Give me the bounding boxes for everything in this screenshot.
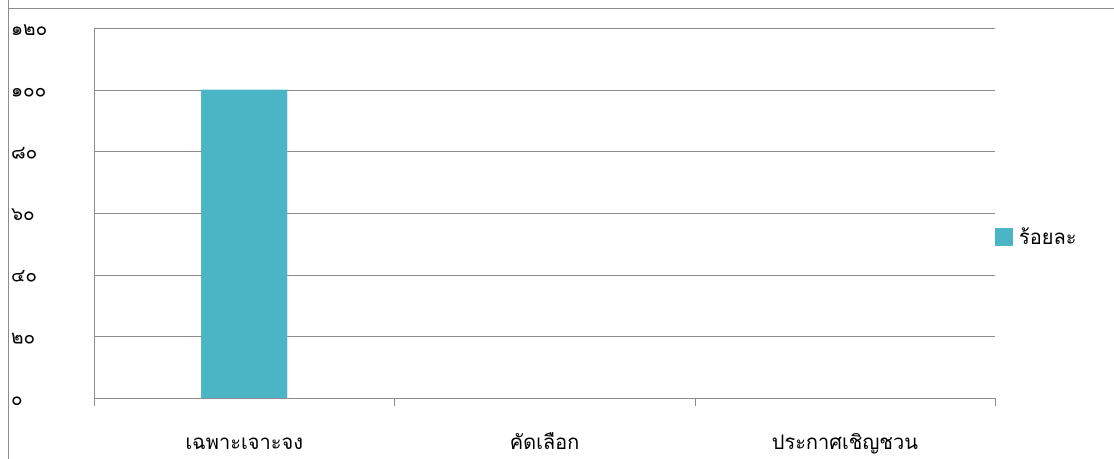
y-tick-label: ๔๐ [11, 265, 37, 287]
y-tick-label: ๒๐ [11, 326, 35, 348]
bars [201, 89, 288, 399]
y-tick-label: ๐ [11, 388, 23, 410]
y-axis-tick-labels: ๐ ๒๐ ๔๐ ๖๐ ๘๐ ๑๐๐ ๑๒๐ [11, 18, 47, 410]
y-tick-label: ๑๐๐ [11, 80, 46, 102]
x-tick-label: เฉพาะเจาะจง [185, 430, 303, 454]
chart-frame [8, 0, 1114, 459]
legend: ร้อยละ [995, 225, 1076, 249]
axes [94, 28, 996, 406]
y-tick-label: ๑๒๐ [11, 18, 47, 40]
y-tick-label: ๖๐ [11, 203, 35, 225]
x-axis-tick-labels: เฉพาะเจาะจง คัดเลือก ประกาศเชิญชวน [185, 430, 918, 454]
y-tick-label: ๘๐ [11, 141, 37, 163]
legend-label: ร้อยละ [1019, 225, 1076, 249]
legend-swatch [995, 228, 1013, 246]
x-tick-label: ประกาศเชิญชวน [772, 430, 918, 454]
x-tick-label: คัดเลือก [510, 430, 580, 454]
bar-1 [201, 89, 288, 399]
